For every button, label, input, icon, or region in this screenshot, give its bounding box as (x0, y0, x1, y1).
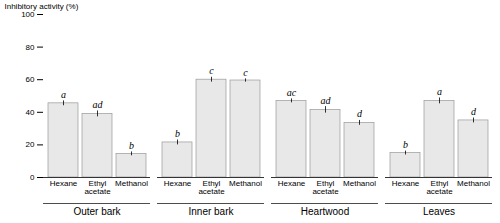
svg-text:60: 60 (26, 75, 35, 84)
svg-text:Ethylacetate: Ethylacetate (426, 179, 453, 196)
svg-text:20: 20 (26, 140, 35, 149)
svg-text:c: c (209, 65, 214, 76)
svg-text:a: a (61, 89, 66, 100)
svg-text:Ethylacetate: Ethylacetate (312, 179, 339, 196)
svg-text:Inner bark: Inner bark (188, 206, 234, 217)
svg-text:ad: ad (93, 99, 104, 110)
svg-text:Hexane: Hexane (50, 179, 78, 188)
svg-text:100: 100 (21, 10, 35, 19)
svg-text:b: b (129, 140, 134, 151)
svg-text:Methanol: Methanol (115, 179, 148, 188)
svg-text:c: c (243, 67, 248, 78)
svg-text:Methanol: Methanol (457, 179, 490, 188)
svg-text:40: 40 (26, 108, 35, 117)
svg-text:Inhibitory activity (%): Inhibitory activity (%) (5, 2, 79, 11)
svg-text:b: b (403, 139, 408, 150)
svg-text:80: 80 (26, 43, 35, 52)
svg-text:Leaves: Leaves (423, 206, 455, 217)
svg-text:Ethylacetate: Ethylacetate (84, 179, 111, 196)
svg-text:d: d (357, 108, 363, 119)
svg-text:Methanol: Methanol (229, 179, 262, 188)
svg-text:Ethylacetate: Ethylacetate (198, 179, 225, 196)
svg-text:ad: ad (321, 95, 332, 106)
svg-text:Hexane: Hexane (392, 179, 420, 188)
svg-text:b: b (175, 128, 180, 139)
svg-text:a: a (437, 86, 442, 97)
svg-text:Hexane: Hexane (164, 179, 192, 188)
svg-text:Outer bark: Outer bark (73, 206, 121, 217)
svg-text:Hexane: Hexane (278, 179, 306, 188)
svg-text:0: 0 (30, 173, 35, 182)
svg-text:Heartwood: Heartwood (301, 206, 349, 217)
svg-text:Methanol: Methanol (343, 179, 376, 188)
svg-text:d: d (471, 106, 477, 117)
svg-text:ac: ac (287, 87, 297, 98)
